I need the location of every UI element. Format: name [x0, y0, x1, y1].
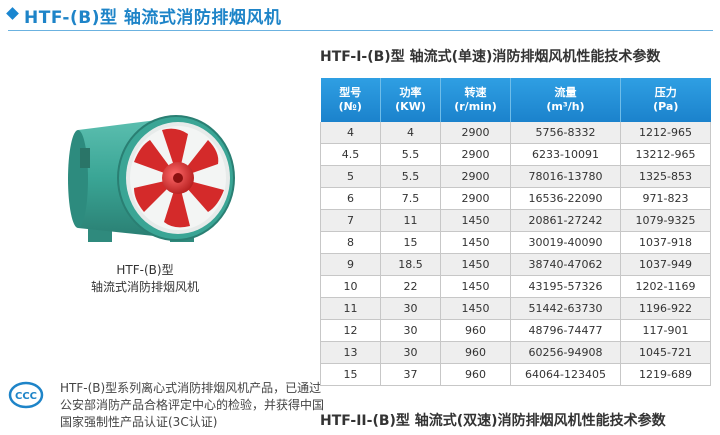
cell-pressure: 971-823 [620, 187, 711, 210]
cell-flow: 43195-57326 [510, 275, 621, 298]
cell-flow: 20861-27242 [510, 209, 621, 232]
table-row: 9 18.5 1450 38740-47062 1037-949 [320, 253, 711, 276]
cell-pressure: 1212-965 [620, 122, 711, 144]
ccc-logo: CCC [8, 381, 44, 409]
table-row: 4 4 2900 5756-8332 1212-965 [320, 122, 711, 144]
axial-fan-image [68, 115, 235, 242]
cell-model: 13 [320, 341, 381, 364]
cell-model: 7 [320, 209, 381, 232]
cell-speed: 960 [440, 363, 511, 386]
cell-flow: 64064-123405 [510, 363, 621, 386]
cell-pressure: 13212-965 [620, 143, 711, 166]
cell-model: 15 [320, 363, 381, 386]
cell-flow: 48796-74477 [510, 319, 621, 342]
cell-power: 30 [380, 341, 441, 364]
cell-power: 37 [380, 363, 441, 386]
header-divider [8, 30, 713, 31]
product-caption-model: HTF-(B)型 [116, 263, 174, 277]
cell-power: 4 [380, 122, 441, 144]
cell-flow: 51442-63730 [510, 297, 621, 320]
page-header: HTF-(B)型 轴流式消防排烟风机 [0, 0, 720, 31]
cell-power: 30 [380, 319, 441, 342]
cell-flow: 60256-94908 [510, 341, 621, 364]
cell-power: 7.5 [380, 187, 441, 210]
cell-flow: 16536-22090 [510, 187, 621, 210]
cell-pressure: 1079-9325 [620, 209, 711, 232]
table-row: 5 5.5 2900 78016-13780 1325-853 [320, 165, 711, 188]
cell-model: 6 [320, 187, 381, 210]
cell-pressure: 1037-949 [620, 253, 711, 276]
table-row: 6 7.5 2900 16536-22090 971-823 [320, 187, 711, 210]
table-row: 13 30 960 60256-94908 1045-721 [320, 341, 711, 364]
column-header-speed: 转速 (r/min) [440, 78, 511, 122]
cell-speed: 2900 [440, 143, 511, 166]
double-speed-table-title: HTF-II-(B)型 轴流式(双速)消防排烟风机性能技术参数 [320, 413, 666, 429]
cell-speed: 1450 [440, 275, 511, 298]
cell-flow: 6233-10091 [510, 143, 621, 166]
product-caption-name: 轴流式消防排烟风机 [90, 280, 199, 294]
cell-speed: 1450 [440, 209, 511, 232]
cell-speed: 960 [440, 341, 511, 364]
description-line: 国家强制性产品认证(3C认证) [60, 415, 218, 429]
cell-model: 8 [320, 231, 381, 254]
table-row: 8 15 1450 30019-40090 1037-918 [320, 231, 711, 254]
description-line: HTF-(B)型系列离心式消防排烟风机产品，已通过 [60, 381, 322, 395]
cell-model: 9 [320, 253, 381, 276]
cell-model: 12 [320, 319, 381, 342]
single-speed-table-title: HTF-I-(B)型 轴流式(单速)消防排烟风机性能技术参数 [320, 49, 661, 65]
cell-pressure: 1202-1169 [620, 275, 711, 298]
page-title: HTF-(B)型 轴流式消防排烟风机 [24, 8, 282, 28]
svg-text:CCC: CCC [15, 391, 37, 402]
cell-pressure: 1045-721 [620, 341, 711, 364]
cell-model: 10 [320, 275, 381, 298]
cell-pressure: 1325-853 [620, 165, 711, 188]
cell-power: 18.5 [380, 253, 441, 276]
cell-speed: 1450 [440, 297, 511, 320]
cell-pressure: 1037-918 [620, 231, 711, 254]
cell-speed: 2900 [440, 165, 511, 188]
table-row: 11 30 1450 51442-63730 1196-922 [320, 297, 711, 320]
cell-flow: 30019-40090 [510, 231, 621, 254]
cell-speed: 1450 [440, 231, 511, 254]
cell-pressure: 117-901 [620, 319, 711, 342]
single-speed-spec-table: 型号 (№) 功率 (KW) 转速 (r/min) 流量 (m³/h) 压力 (Pa) 4… [320, 78, 711, 386]
diamond-icon [6, 7, 19, 20]
cell-flow: 78016-13780 [510, 165, 621, 188]
cell-pressure: 1219-689 [620, 363, 711, 386]
cell-flow: 5756-8332 [510, 122, 621, 144]
cell-model: 4.5 [320, 143, 381, 166]
column-header-model: 型号 (№) [320, 78, 381, 122]
cell-speed: 960 [440, 319, 511, 342]
cell-power: 15 [380, 231, 441, 254]
cell-speed: 1450 [440, 253, 511, 276]
cell-pressure: 1196-922 [620, 297, 711, 320]
cell-power: 22 [380, 275, 441, 298]
column-header-power: 功率 (KW) [380, 78, 441, 122]
table-row: 4.5 5.5 2900 6233-10091 13212-965 [320, 143, 711, 166]
description-line: 公安部消防产品合格评定中心的检验，并获得中国 [60, 398, 325, 412]
cell-model: 5 [320, 165, 381, 188]
cell-model: 4 [320, 122, 381, 144]
table-row: 12 30 960 48796-74477 117-901 [320, 319, 711, 342]
cell-power: 5.5 [380, 143, 441, 166]
table-row: 7 11 1450 20861-27242 1079-9325 [320, 209, 711, 232]
cell-speed: 2900 [440, 187, 511, 210]
cell-speed: 2900 [440, 122, 511, 144]
cell-flow: 38740-47062 [510, 253, 621, 276]
cell-power: 30 [380, 297, 441, 320]
column-header-pressure: 压力 (Pa) [620, 78, 711, 122]
table-row: 10 22 1450 43195-57326 1202-1169 [320, 275, 711, 298]
cell-power: 11 [380, 209, 441, 232]
table-header-row: 型号 (№) 功率 (KW) 转速 (r/min) 流量 (m³/h) 压力 (Pa) [320, 78, 711, 122]
cell-power: 5.5 [380, 165, 441, 188]
cell-model: 11 [320, 297, 381, 320]
column-header-flow: 流量 (m³/h) [510, 78, 621, 122]
table-row: 15 37 960 64064-123405 1219-689 [320, 363, 711, 386]
